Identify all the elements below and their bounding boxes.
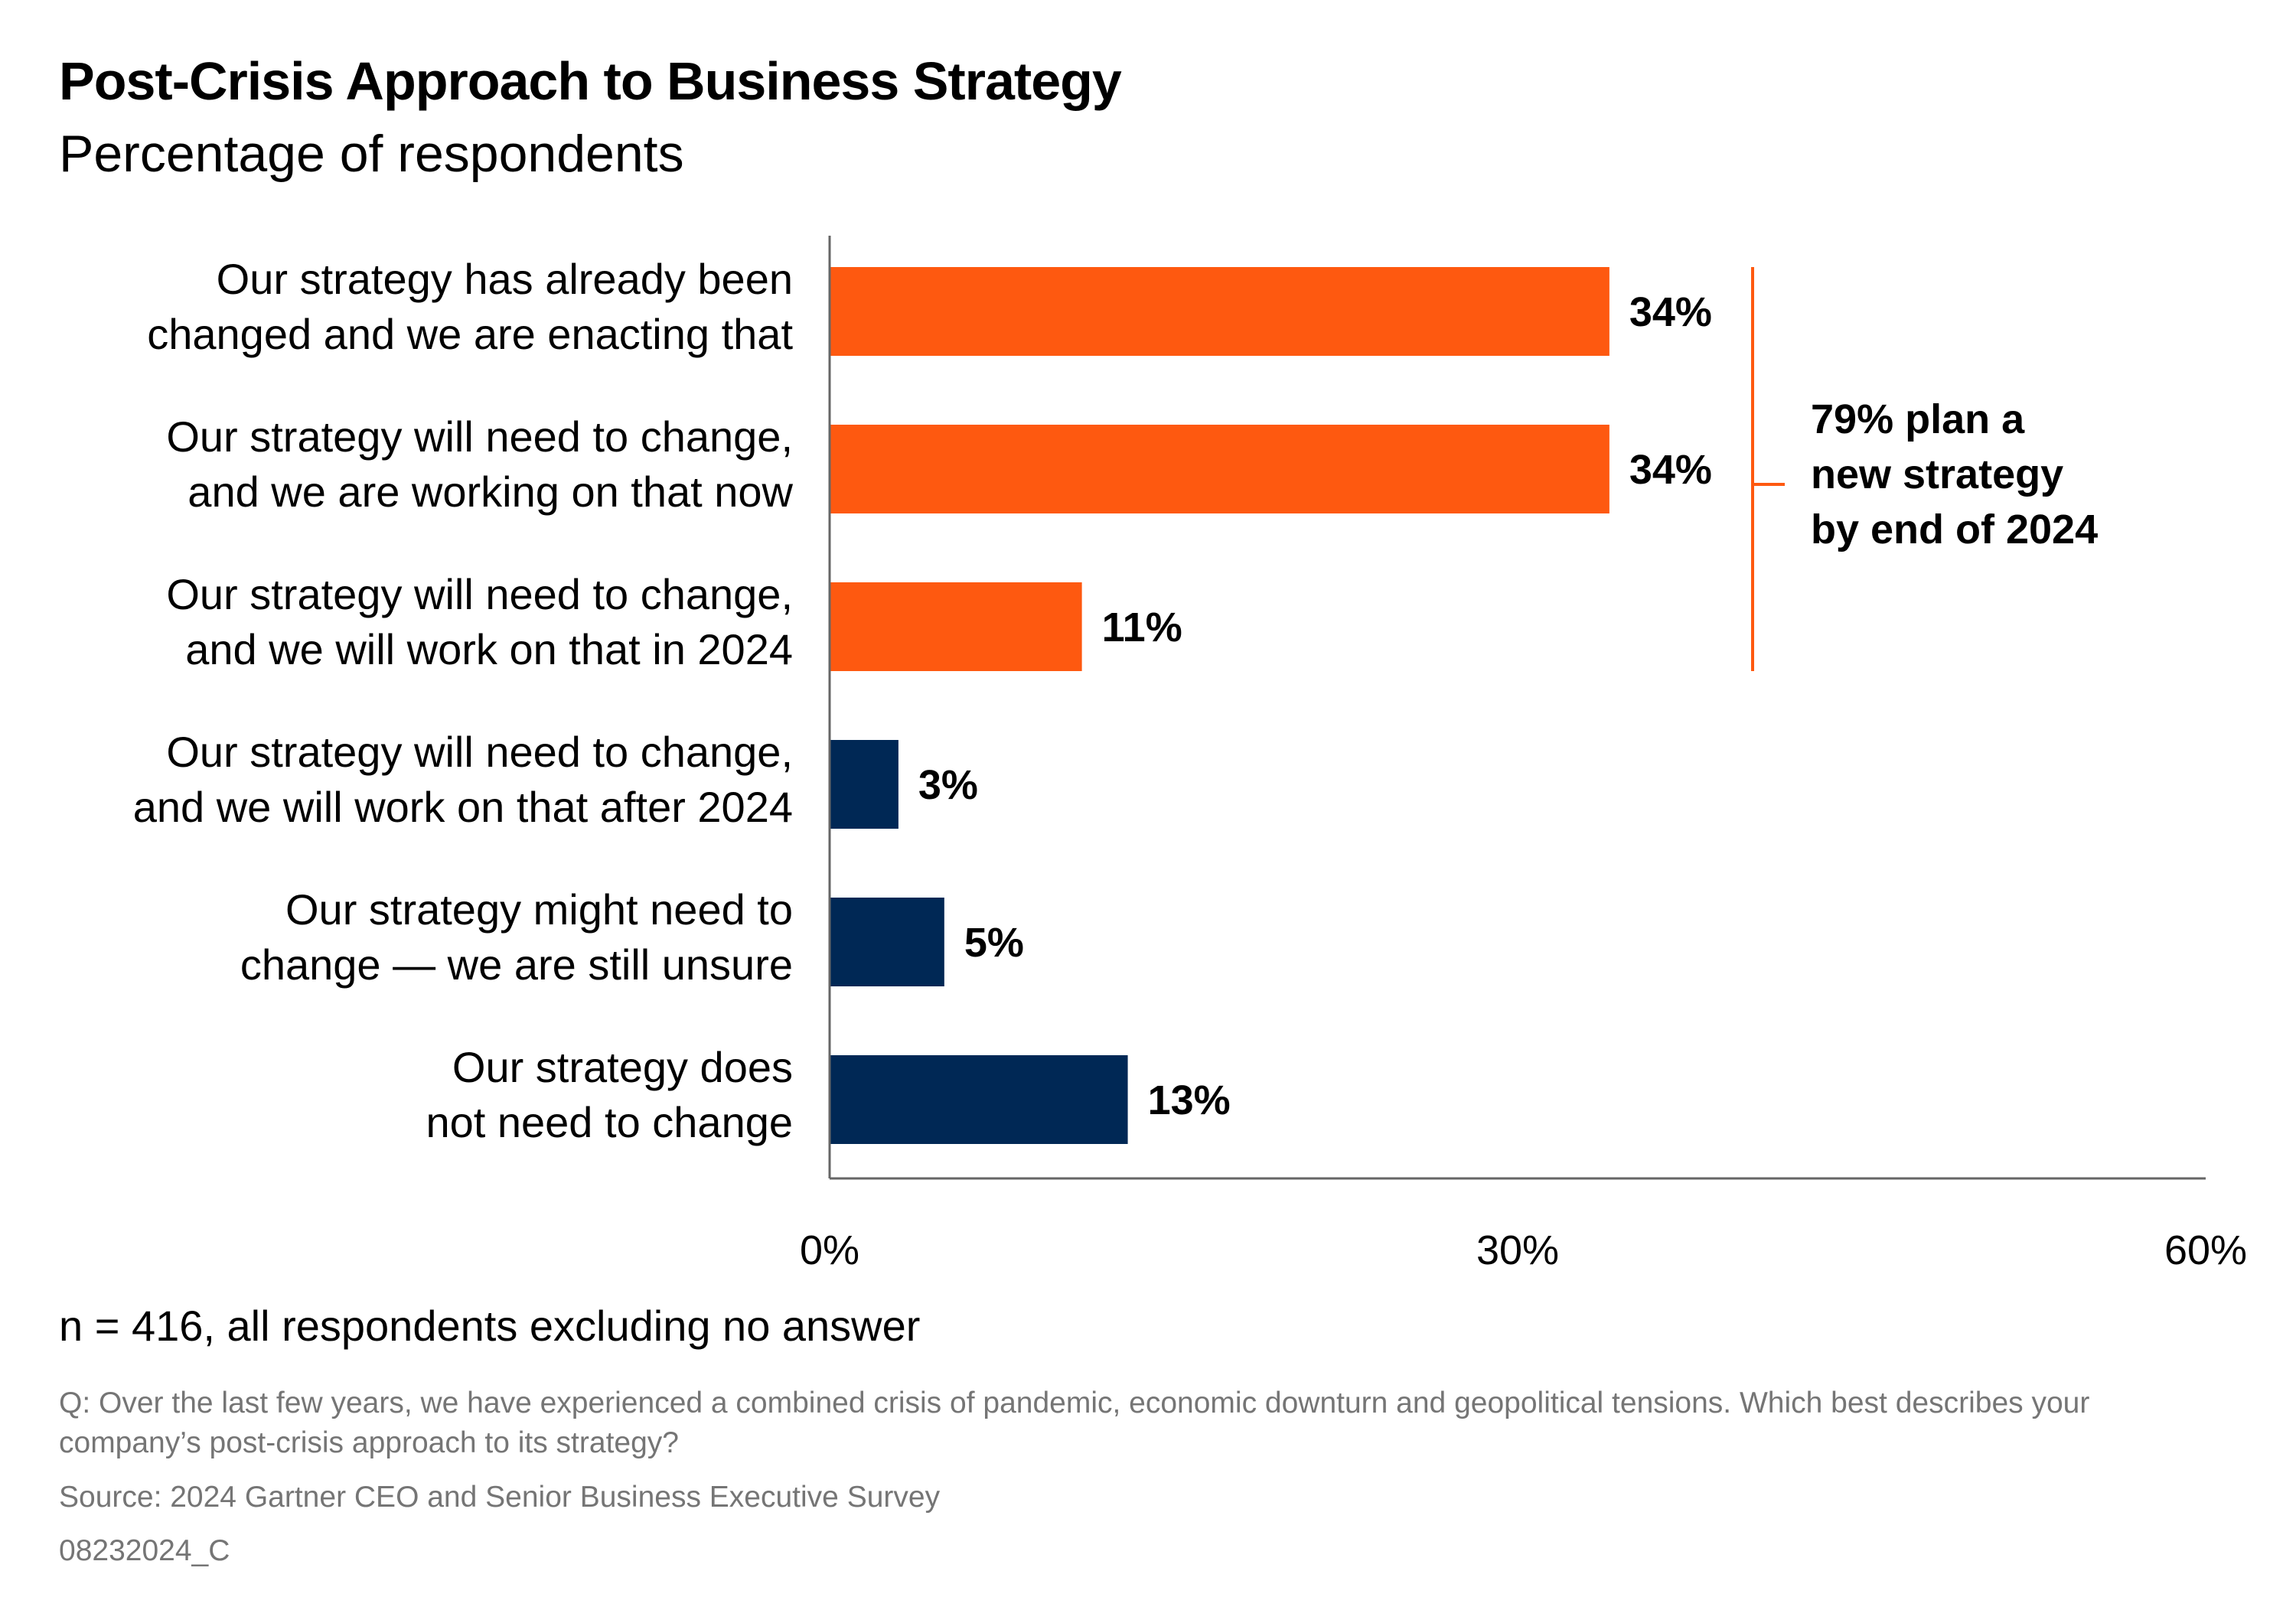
sample-note: n = 416, all respondents excluding no an…	[59, 1302, 921, 1350]
axis-layer: 0% 30% 60%	[800, 236, 2247, 1273]
annotation-text: by end of 2024	[1811, 507, 2098, 552]
survey-question: Q: Over the last few years, we have expe…	[59, 1387, 2090, 1459]
value-labels-layer: 34% 34% 11% 3% 5% 13%	[918, 289, 1712, 1123]
category-label: Our strategy might need to	[285, 885, 793, 934]
value-label: 34%	[1629, 289, 1712, 335]
x-tick-label: 60%	[2164, 1227, 2247, 1273]
annotation-layer: 79% plan a new strategy by end of 2024	[1751, 267, 2098, 671]
bars-layer	[830, 267, 1609, 1144]
value-label: 11%	[1102, 605, 1182, 650]
category-label: Our strategy will need to change,	[166, 412, 793, 461]
figure-code: 08232024_C	[59, 1534, 230, 1567]
category-label: and we are working on that now	[188, 468, 793, 516]
chart-title: Post-Crisis Approach to Business Strateg…	[59, 51, 1122, 111]
annotation-text: new strategy	[1811, 451, 2063, 497]
value-label: 34%	[1629, 447, 1712, 493]
category-label: and we will work on that in 2024	[185, 625, 793, 673]
value-label: 13%	[1148, 1077, 1231, 1123]
category-label: not need to change	[426, 1098, 793, 1146]
value-label: 5%	[964, 920, 1024, 966]
bar	[830, 740, 899, 829]
annotation-text: 79% plan a	[1811, 396, 2025, 442]
bar-chart: Our strategy has already been changed and…	[133, 236, 2247, 1273]
bar	[830, 898, 944, 986]
value-label: 3%	[918, 762, 978, 808]
bar	[830, 267, 1609, 356]
category-label: Our strategy will need to change,	[166, 570, 793, 618]
category-label: and we will work on that after 2024	[133, 783, 793, 831]
bar	[830, 425, 1609, 513]
bar	[830, 582, 1082, 671]
x-tick-label: 0%	[800, 1227, 859, 1273]
source-line: Source: 2024 Gartner CEO and Senior Busi…	[59, 1481, 941, 1514]
category-label: changed and we are enacting that	[147, 310, 793, 358]
category-label: change — we are still unsure	[240, 940, 793, 989]
x-tick-label: 30%	[1476, 1227, 1559, 1273]
chart-subtitle: Percentage of respondents	[59, 125, 684, 183]
bar	[830, 1055, 1128, 1144]
category-labels-layer: Our strategy has already been changed and…	[133, 255, 794, 1146]
category-label: Our strategy does	[452, 1043, 793, 1091]
category-label: Our strategy has already been	[217, 255, 793, 303]
category-label: Our strategy will need to change,	[166, 728, 793, 776]
